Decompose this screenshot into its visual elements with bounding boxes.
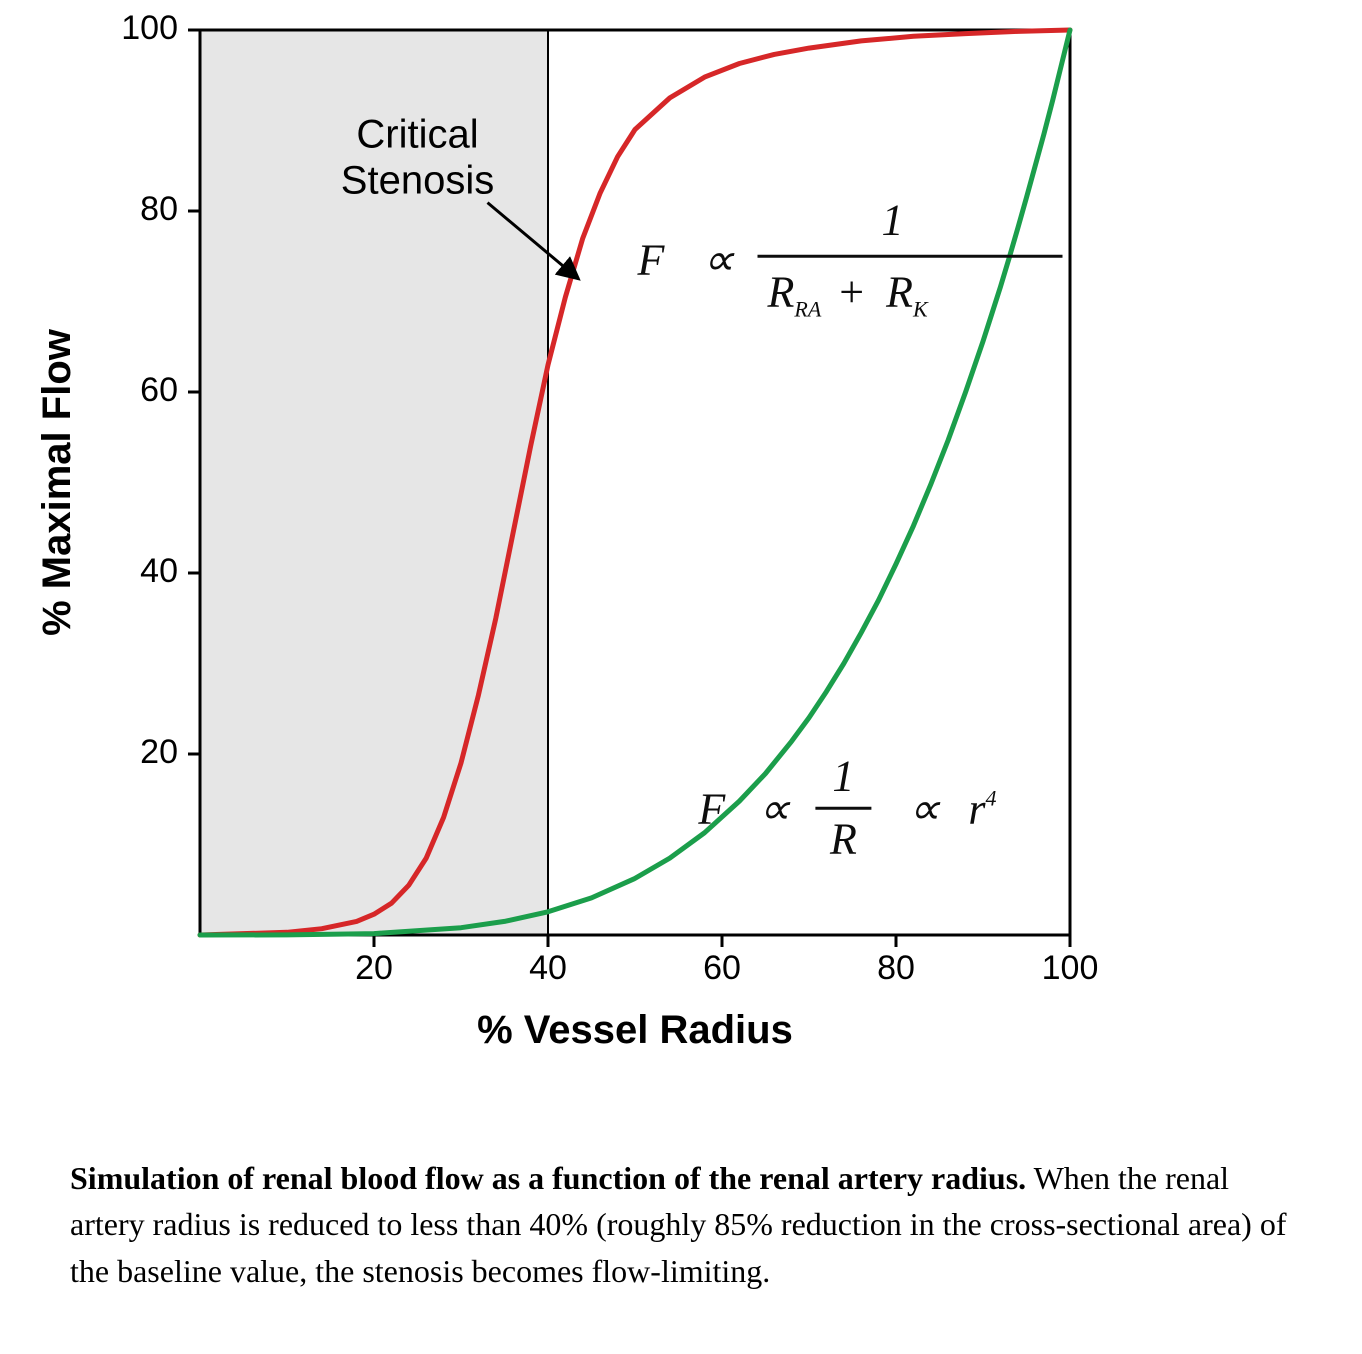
- equation-poiseuille: F ∝ 1 R ∝ r4: [697, 751, 996, 863]
- svg-text:R: R: [829, 814, 857, 863]
- x-axis-label: % Vessel Radius: [477, 1008, 793, 1052]
- svg-text:1: 1: [832, 751, 854, 800]
- svg-text:∝: ∝: [703, 235, 736, 284]
- y-tick-label: 40: [140, 552, 178, 590]
- figure-caption: Simulation of renal blood flow as a func…: [70, 1155, 1290, 1294]
- svg-text:∝: ∝: [908, 784, 941, 833]
- y-axis-label: % Maximal Flow: [35, 328, 79, 636]
- caption-title: Simulation of renal blood flow as a func…: [70, 1160, 1026, 1196]
- svg-text:F: F: [637, 235, 666, 284]
- svg-text:RRA+RK: RRA+RK: [767, 267, 930, 321]
- equation-series-resistance: F ∝ 1 RRA+RK: [637, 195, 1063, 321]
- y-tick-label: 20: [140, 733, 178, 771]
- x-tick-label: 60: [703, 949, 741, 987]
- y-tick-label: 60: [140, 371, 178, 409]
- x-tick-label: 20: [355, 949, 393, 987]
- svg-text:∝: ∝: [758, 784, 791, 833]
- svg-text:1: 1: [882, 195, 904, 244]
- y-tick-label: 80: [140, 190, 178, 228]
- x-tick-label: 40: [529, 949, 567, 987]
- y-tick-label: 100: [121, 9, 178, 47]
- svg-text:r4: r4: [968, 784, 996, 833]
- svg-text:F: F: [697, 784, 726, 833]
- x-tick-label: 100: [1042, 949, 1099, 987]
- chart-svg: 20 40 60 80 100 20 40 60 80 100 % Vessel Radius % M…: [0, 0, 1362, 1130]
- x-tick-label: 80: [877, 949, 915, 987]
- chart-container: 20 40 60 80 100 20 40 60 80 100 % Vessel Radius % M…: [0, 0, 1362, 1130]
